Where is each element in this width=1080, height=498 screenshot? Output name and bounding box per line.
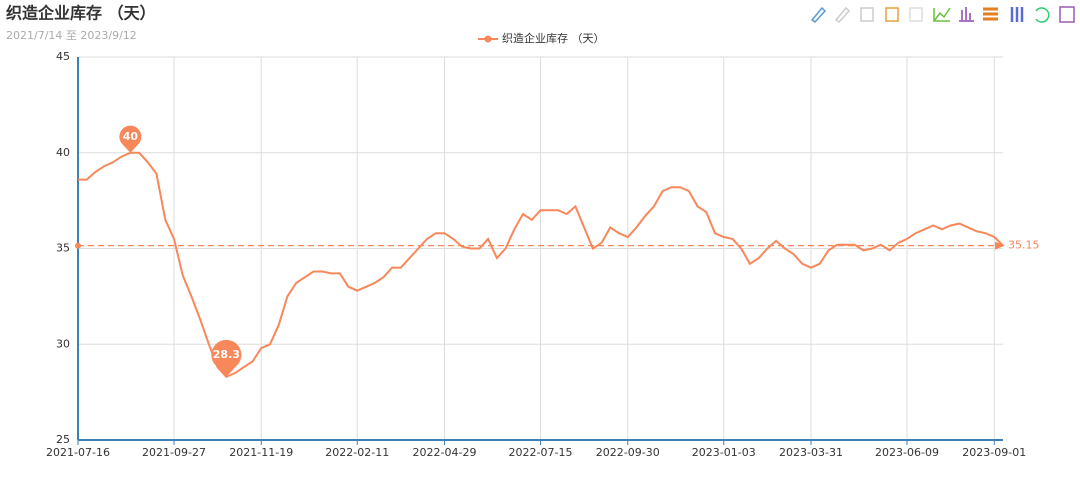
tool-stack[interactable]	[983, 7, 998, 21]
x-tick-label: 2022-02-11	[325, 446, 389, 459]
x-tick-label: 2021-11-19	[229, 446, 293, 459]
y-tick-label: 45	[56, 50, 70, 63]
tool-bar[interactable]	[959, 7, 974, 22]
legend-marker	[484, 35, 492, 43]
toolbox[interactable]	[810, 6, 1075, 23]
data-line	[78, 151, 1004, 379]
x-tick-label: 2021-09-27	[142, 446, 206, 459]
x-tick-label: 2022-04-29	[413, 446, 477, 459]
average-label: 35.15	[1008, 239, 1040, 252]
chart-subtitle: 2021/7/14 至 2023/9/12	[6, 29, 137, 42]
tool-clear[interactable]	[860, 7, 874, 22]
legend-label: 织造企业库存 （天）	[502, 31, 605, 45]
chart-title: 织造企业库存 （天）	[6, 4, 156, 23]
mark-label: 40	[123, 130, 139, 143]
x-tick-label: 2023-01-03	[692, 446, 756, 459]
tool-tiled[interactable]	[1010, 7, 1024, 22]
x-tick-label: 2023-03-31	[779, 446, 843, 459]
tool-zoom[interactable]	[810, 6, 827, 23]
mark-pin	[211, 339, 242, 377]
x-tick-label: 2023-09-01	[962, 446, 1026, 459]
x-tick-label: 2023-06-09	[875, 446, 939, 459]
average-arrow	[995, 241, 1005, 250]
y-tick-label: 40	[56, 146, 70, 159]
x-tick-label: 2022-07-15	[509, 446, 573, 459]
tool-save[interactable]	[1059, 6, 1075, 23]
mark-pin	[119, 125, 142, 153]
y-tick-label: 25	[56, 433, 70, 446]
mark-label: 28.3	[213, 348, 240, 361]
tool-restore[interactable]	[1035, 7, 1050, 23]
tool-zoom-back[interactable]	[834, 6, 851, 23]
x-tick-label: 2021-07-16	[46, 446, 110, 459]
y-tick-label: 30	[56, 337, 70, 350]
average-start	[75, 242, 81, 249]
x-tick-label: 2022-09-30	[596, 446, 660, 459]
y-tick-label: 35	[56, 242, 70, 255]
tool-rect[interactable]	[885, 7, 899, 22]
tool-data[interactable]	[909, 7, 923, 22]
tool-line[interactable]	[933, 7, 951, 22]
